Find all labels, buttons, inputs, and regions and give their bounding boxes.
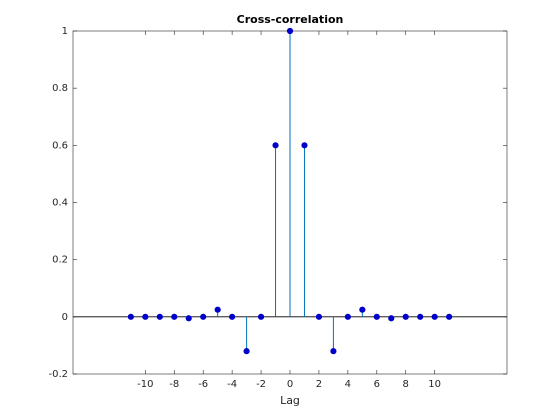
- stem-marker: [200, 313, 207, 320]
- stem-marker: [446, 313, 453, 320]
- y-tick-label: 1: [62, 26, 68, 37]
- stem-marker: [301, 142, 308, 149]
- x-tick-label: 4: [345, 379, 351, 390]
- x-tick-label: -2: [256, 379, 266, 390]
- x-tick-label: 10: [428, 379, 441, 390]
- stem-marker: [431, 313, 438, 320]
- y-tick-label: 0: [62, 312, 68, 323]
- stem-marker: [171, 313, 178, 320]
- stem-marker: [373, 313, 380, 320]
- y-tick-label: 0.2: [52, 255, 68, 266]
- stem-marker: [243, 348, 250, 355]
- stem-marker: [344, 313, 351, 320]
- x-tick-label: 2: [316, 379, 322, 390]
- x-tick-label: -6: [198, 379, 208, 390]
- chart-title: Cross-correlation: [237, 13, 344, 26]
- y-tick-label: 0.8: [52, 83, 68, 94]
- y-tick-label: 0.6: [52, 140, 68, 151]
- stem-marker: [257, 313, 265, 320]
- y-tick-label: 0.4: [52, 198, 68, 209]
- stem-marker: [156, 313, 163, 320]
- stem-marker: [315, 313, 323, 320]
- x-tick-label: 0: [287, 379, 293, 390]
- stem-marker: [127, 313, 134, 320]
- stem-marker: [359, 306, 366, 313]
- y-tick-label: -0.2: [48, 369, 68, 380]
- stem-marker: [402, 313, 409, 320]
- stem-marker: [417, 313, 424, 320]
- stem-marker: [388, 315, 395, 322]
- stem-marker: [185, 315, 192, 322]
- stem-marker: [330, 348, 337, 355]
- stem-marker: [229, 313, 236, 320]
- stem-marker: [286, 27, 294, 35]
- stem-marker: [142, 313, 149, 320]
- x-tick-label: -10: [137, 379, 153, 390]
- x-axis-label: Lag: [280, 394, 300, 407]
- x-tick-label: 8: [403, 379, 409, 390]
- stem-marker: [214, 306, 221, 313]
- x-tick-label: -4: [227, 379, 237, 390]
- x-tick-label: -8: [169, 379, 179, 390]
- stem-marker: [272, 142, 279, 149]
- x-tick-label: 6: [374, 379, 380, 390]
